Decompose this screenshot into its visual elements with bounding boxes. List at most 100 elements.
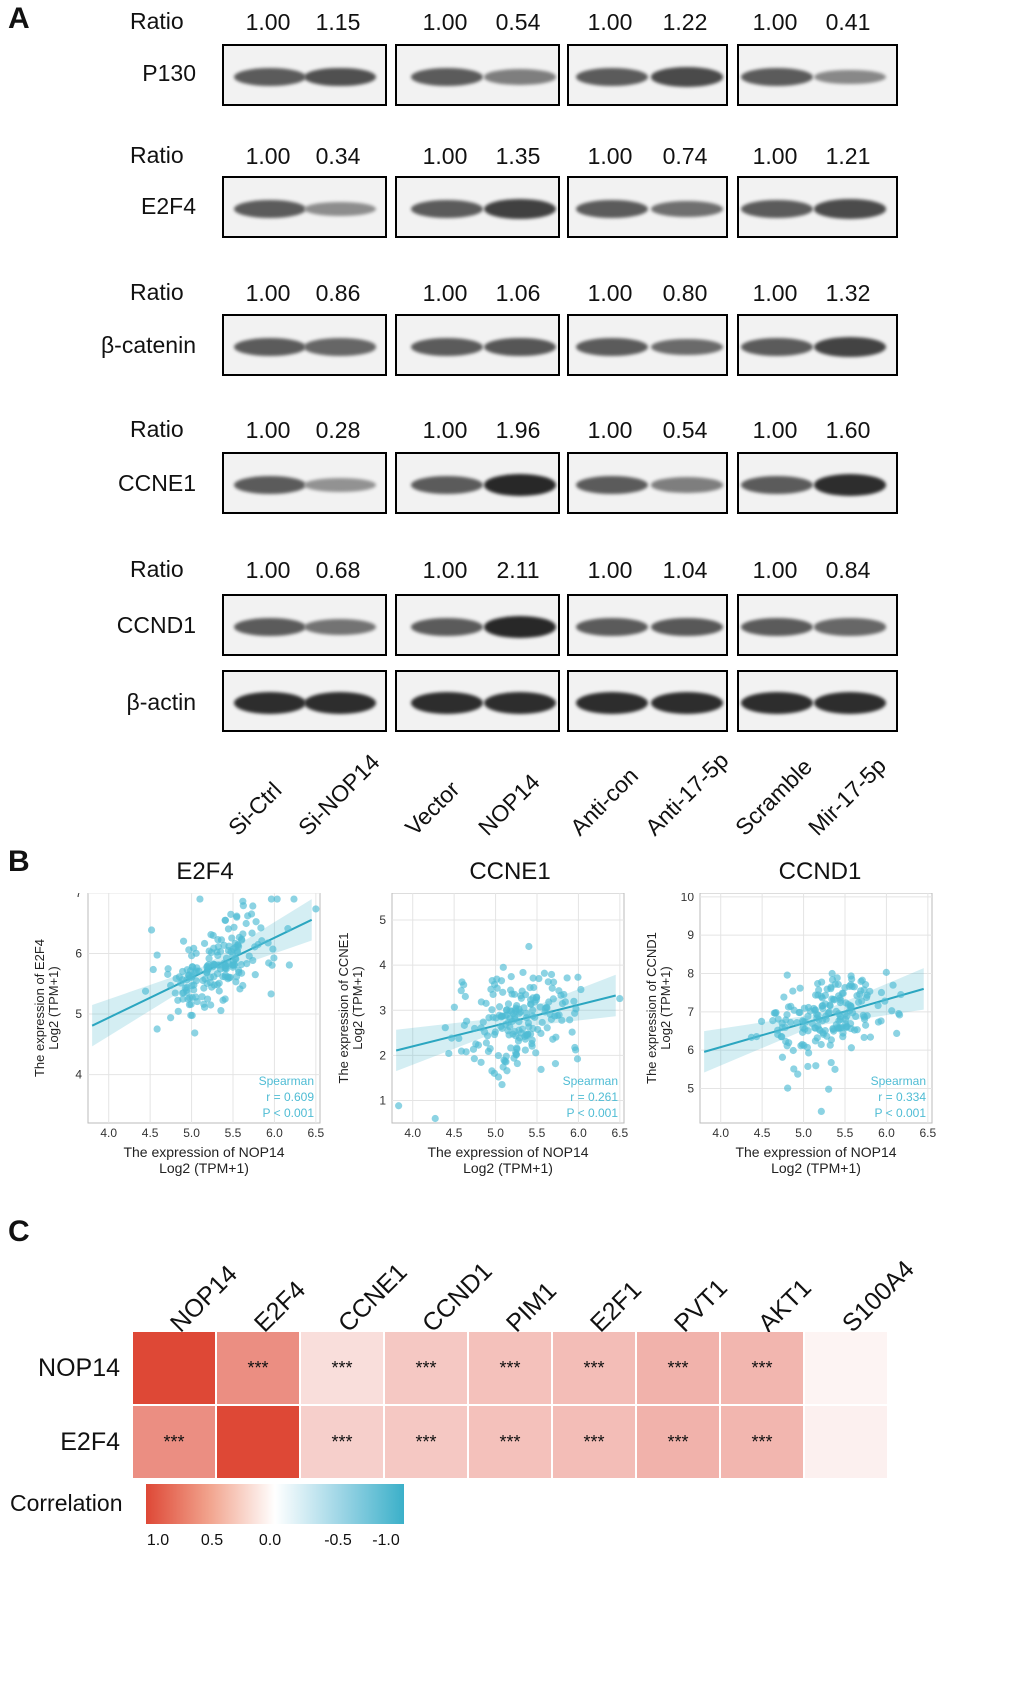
data-point [882,968,890,976]
data-point [789,1046,797,1055]
protein-label: CCNE1 [118,470,196,496]
data-point [528,1042,536,1050]
ratio-value: 2.11 [496,557,540,583]
data-point [842,999,850,1007]
lane-label: NOP14 [473,768,545,841]
lane-label: Vector [400,775,465,841]
protein-band [651,617,723,637]
legend-tick-label: 0.5 [200,1532,224,1549]
protein-band [484,198,556,220]
data-point [833,974,841,982]
r-value: r = 0.261 [570,1090,618,1104]
protein-label: P130 [142,60,196,86]
data-point [841,1010,849,1018]
data-point [210,973,218,981]
protein-label: β-catenin [100,332,196,358]
significance-stars: *** [163,1431,185,1452]
data-point [395,1102,403,1110]
data-point [230,923,238,931]
data-point [227,947,235,956]
protein-band [576,692,648,714]
data-point [477,1058,485,1066]
data-point [555,1011,563,1019]
data-point [147,926,156,934]
protein-band [304,478,376,492]
significance-stars: *** [751,1431,773,1452]
data-point [783,971,791,979]
ratio-value: 1.32 [825,280,871,306]
data-point [499,988,507,996]
data-point [188,1011,196,1020]
blot-box [567,670,728,732]
data-point [221,916,229,924]
data-point [217,1006,225,1015]
data-point [270,954,278,962]
r-value: r = 0.609 [266,1090,314,1104]
protein-band [484,337,556,357]
data-point [862,1021,870,1029]
protein-band [576,338,648,356]
data-point [239,902,247,910]
protein-band [741,618,813,636]
heatmap-row-label: E2F4 [60,1428,120,1456]
data-point [179,995,187,1003]
protein-band [651,692,723,714]
data-point [819,1030,827,1038]
data-point [506,1023,514,1031]
data-point [571,1043,579,1052]
data-point [827,1058,835,1067]
data-point [267,990,275,998]
data-point [167,1014,175,1022]
data-point [529,974,537,982]
x-tick-label: 4.5 [142,1126,159,1140]
data-point [558,1016,566,1024]
data-point [207,1001,215,1009]
heatmap-cell [805,1332,887,1404]
data-point [448,1034,456,1042]
data-point [512,1006,520,1014]
y-tick-label: 6 [75,947,82,961]
data-point [192,967,200,975]
ratio-value: 1.22 [662,9,708,35]
lane-label: Anti-17-5p [640,746,734,841]
data-point [290,895,298,903]
data-point [231,954,239,963]
data-point [507,1044,515,1052]
data-point [481,1028,489,1036]
panel-b-letter: B [8,845,30,878]
protein-band [576,476,648,494]
data-point [431,1114,439,1123]
data-point [793,1019,801,1027]
ratio-value: 1.00 [245,557,291,583]
protein-label: E2F4 [141,193,196,219]
data-point [783,1011,791,1019]
x-tick-label: 4.5 [754,1126,771,1140]
data-point [507,973,515,981]
ratio-value: 0.28 [315,417,361,443]
data-point [540,969,549,977]
data-point [254,940,262,949]
x-tick-label: 6.5 [612,1126,629,1140]
data-point [817,1040,825,1049]
y-axis-label-2: Log2 (TPM+1) [658,966,673,1049]
significance-stars: *** [667,1357,689,1378]
data-point [251,971,259,979]
lane-label: Si-Ctrl [223,776,287,841]
data-point [248,929,256,937]
data-point [530,983,538,992]
protein-band [576,618,648,636]
data-point [829,995,838,1003]
x-tick-label: 6.0 [570,1126,587,1140]
protein-band [814,474,886,496]
protein-band [814,337,886,357]
data-point [233,912,241,920]
ratio-label: Ratio [130,8,184,34]
p-value: P < 0.001 [263,1106,315,1120]
ratio-value: 0.74 [662,143,708,169]
data-point [273,895,281,903]
data-point [187,952,196,960]
data-point [207,931,215,939]
heatmap-cell: *** [721,1332,803,1404]
data-point [172,974,180,983]
data-point [225,959,233,968]
